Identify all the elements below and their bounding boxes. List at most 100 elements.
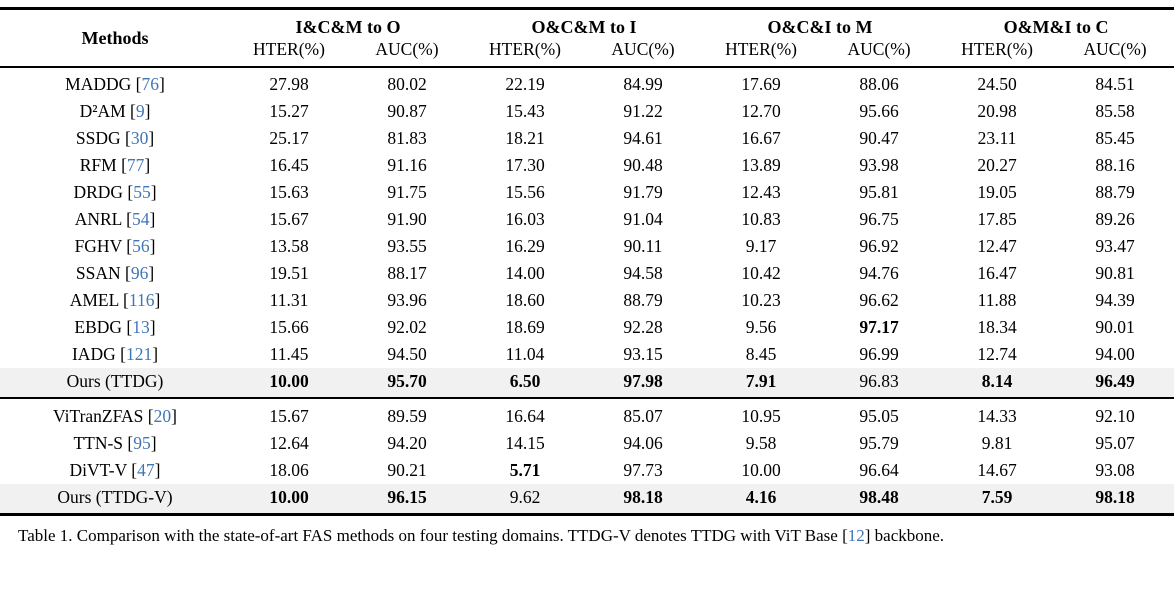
value-cell: 91.90 [387, 209, 427, 229]
subheader-auc-2: AUC(%) [611, 39, 675, 59]
value-cell: 96.62 [859, 290, 899, 310]
value-cell: 84.51 [1095, 74, 1135, 94]
value-cell: 98.18 [623, 487, 663, 507]
value-cell: 88.79 [623, 290, 663, 310]
value-cell: 17.69 [741, 74, 781, 94]
value-cell: 11.04 [505, 344, 545, 364]
value-cell: 15.56 [505, 182, 545, 202]
table-caption: Table 1. Comparison with the state-of-ar… [0, 525, 1174, 546]
value-cell: 90.81 [1095, 263, 1135, 283]
value-cell: 16.67 [741, 128, 781, 148]
subheader-hter-3: HTER(%) [725, 39, 797, 59]
value-cell: 88.79 [1095, 182, 1135, 202]
value-cell: 15.67 [269, 406, 309, 426]
method-cell: RFM [77] [79, 155, 151, 175]
value-cell: 96.92 [859, 236, 899, 256]
table-row: ViTranZFAS [20] 15.67 89.59 16.64 85.07 10.95… [0, 398, 1174, 430]
value-cell: 89.59 [387, 406, 427, 426]
value-cell: 92.02 [387, 317, 427, 337]
value-cell: 96.49 [1095, 371, 1135, 391]
value-cell: 22.19 [505, 74, 545, 94]
value-cell: 98.18 [1095, 487, 1135, 507]
value-cell: 90.21 [387, 460, 427, 480]
method-cell: IADG [121] [71, 344, 159, 364]
value-cell: 94.06 [623, 433, 663, 453]
value-cell: 15.66 [269, 317, 309, 337]
citation-link[interactable]: 30 [130, 128, 149, 148]
table-row: SSDG [30] 25.17 81.83 18.21 94.61 16.67 90.47 2… [0, 125, 1174, 152]
citation-link[interactable]: 116 [128, 290, 155, 310]
subheader-hter-1: HTER(%) [253, 39, 325, 59]
value-cell: 18.34 [977, 317, 1017, 337]
value-cell: 11.31 [269, 290, 309, 310]
table-row: Ours (TTDG-V) 10.00 96.15 9.62 98.18 4.16 98.4… [0, 484, 1174, 515]
table-row: DRDG [55] 15.63 91.75 15.56 91.79 12.43 95.81 1… [0, 179, 1174, 206]
value-cell: 7.59 [981, 487, 1013, 507]
value-cell: 88.17 [387, 263, 427, 283]
citation-link[interactable]: 54 [131, 209, 150, 229]
method-cell: ViTranZFAS [20] [53, 406, 177, 426]
value-cell: 88.16 [1095, 155, 1135, 175]
value-cell: 91.22 [623, 101, 663, 121]
group-header-ocm-to-i: O&C&M to I [531, 17, 637, 37]
citation-link[interactable]: 121 [125, 344, 153, 364]
value-cell: 96.83 [859, 371, 899, 391]
citation-link[interactable]: 76 [141, 74, 160, 94]
value-cell: 18.21 [505, 128, 545, 148]
value-cell: 93.96 [387, 290, 427, 310]
caption-text-end: ] backbone. [864, 526, 945, 545]
citation-link[interactable]: 96 [130, 263, 149, 283]
method-cell: SSAN [96] [75, 263, 155, 283]
value-cell: 17.30 [505, 155, 545, 175]
table-row: RFM [77] 16.45 91.16 17.30 90.48 13.89 93.98 20… [0, 152, 1174, 179]
value-cell: 27.98 [269, 74, 309, 94]
paper-page: Methods I&C&M to O O&C&M to I O&C&I to M… [0, 7, 1174, 546]
value-cell: 90.87 [387, 101, 427, 121]
method-cell: D²AM [9] [79, 101, 151, 121]
value-cell: 20.98 [977, 101, 1017, 121]
table-row: DiVT-V [47] 18.06 90.21 5.71 97.73 10.00 96.64… [0, 457, 1174, 484]
citation-link[interactable]: 47 [137, 460, 155, 480]
value-cell: 23.11 [977, 128, 1017, 148]
value-cell: 91.04 [623, 209, 663, 229]
value-cell: 97.17 [859, 317, 899, 337]
value-cell: 90.47 [859, 128, 899, 148]
value-cell: 91.16 [387, 155, 427, 175]
table-row: SSAN [96] 19.51 88.17 14.00 94.58 10.42 94.76 1… [0, 260, 1174, 287]
value-cell: 91.79 [623, 182, 663, 202]
value-cell: 24.50 [977, 74, 1017, 94]
value-cell: 17.85 [977, 209, 1017, 229]
table-row: D²AM [9] 15.27 90.87 15.43 91.22 12.70 95.66 20… [0, 98, 1174, 125]
citation-link[interactable]: 13 [132, 317, 150, 337]
value-cell: 16.45 [269, 155, 309, 175]
value-cell: 20.27 [977, 155, 1017, 175]
value-cell: 97.73 [623, 460, 663, 480]
subheader-hter-4: HTER(%) [961, 39, 1034, 59]
value-cell: 85.58 [1095, 101, 1135, 121]
value-cell: 96.75 [859, 209, 899, 229]
value-cell: 94.61 [623, 128, 663, 148]
value-cell: 9.56 [745, 317, 777, 337]
subheader-auc-4: AUC(%) [1083, 39, 1147, 59]
value-cell: 7.91 [745, 371, 777, 391]
citation-link[interactable]: 55 [133, 182, 151, 202]
value-cell: 14.00 [505, 263, 545, 283]
comparison-table: Methods I&C&M to O O&C&M to I O&C&I to M… [0, 7, 1174, 516]
citation-link[interactable]: 95 [133, 433, 151, 453]
citation-link[interactable]: 9 [135, 101, 145, 121]
value-cell: 96.15 [387, 487, 427, 507]
citation-link[interactable]: 20 [153, 406, 172, 426]
value-cell: 16.64 [505, 406, 545, 426]
value-cell: 11.45 [269, 344, 309, 364]
value-cell: 5.71 [509, 460, 541, 480]
value-cell: 8.45 [745, 344, 777, 364]
caption-citation-link[interactable]: 12 [847, 526, 865, 545]
citation-link[interactable]: 56 [132, 236, 150, 256]
method-cell: AMEL [116] [69, 290, 161, 310]
value-cell: 15.67 [269, 209, 309, 229]
value-cell: 12.43 [741, 182, 781, 202]
value-cell: 94.76 [859, 263, 899, 283]
citation-link[interactable]: 77 [126, 155, 145, 175]
value-cell: 81.83 [387, 128, 427, 148]
value-cell: 94.39 [1095, 290, 1135, 310]
